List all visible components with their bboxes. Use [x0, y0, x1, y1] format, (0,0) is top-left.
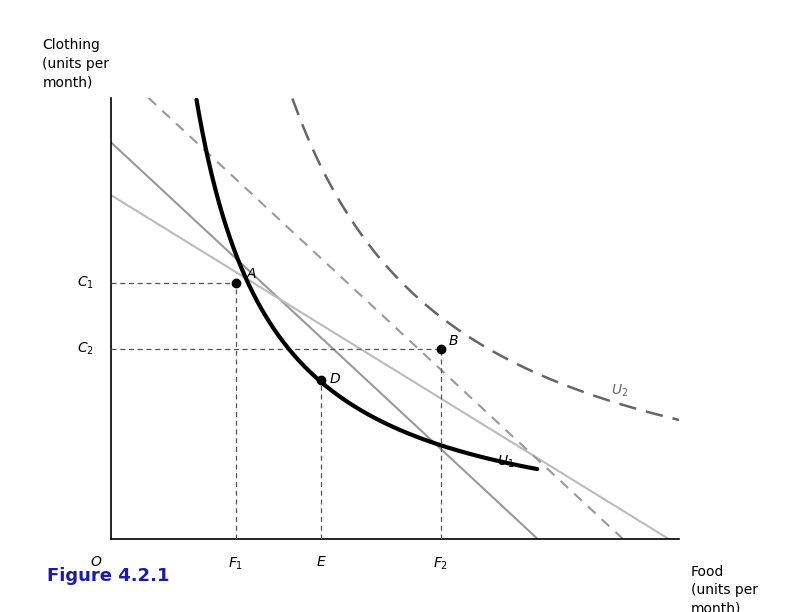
Text: Clothing
(units per
month): Clothing (units per month) [43, 39, 109, 89]
Text: $C_2$: $C_2$ [77, 341, 93, 357]
Text: $A$: $A$ [246, 267, 258, 281]
Text: $U_2$: $U_2$ [611, 382, 629, 399]
Text: $E$: $E$ [316, 555, 326, 569]
Text: $F_1$: $F_1$ [228, 555, 243, 572]
Text: Food
(units per
month): Food (units per month) [690, 565, 758, 612]
Text: Figure 4.2.1: Figure 4.2.1 [47, 567, 170, 586]
Text: $D$: $D$ [329, 373, 341, 386]
Text: $O$: $O$ [90, 555, 103, 569]
Text: $B$: $B$ [449, 334, 459, 348]
Text: $C_1$: $C_1$ [77, 275, 93, 291]
Text: $F_2$: $F_2$ [433, 555, 448, 572]
Text: $U_1$: $U_1$ [498, 453, 515, 469]
